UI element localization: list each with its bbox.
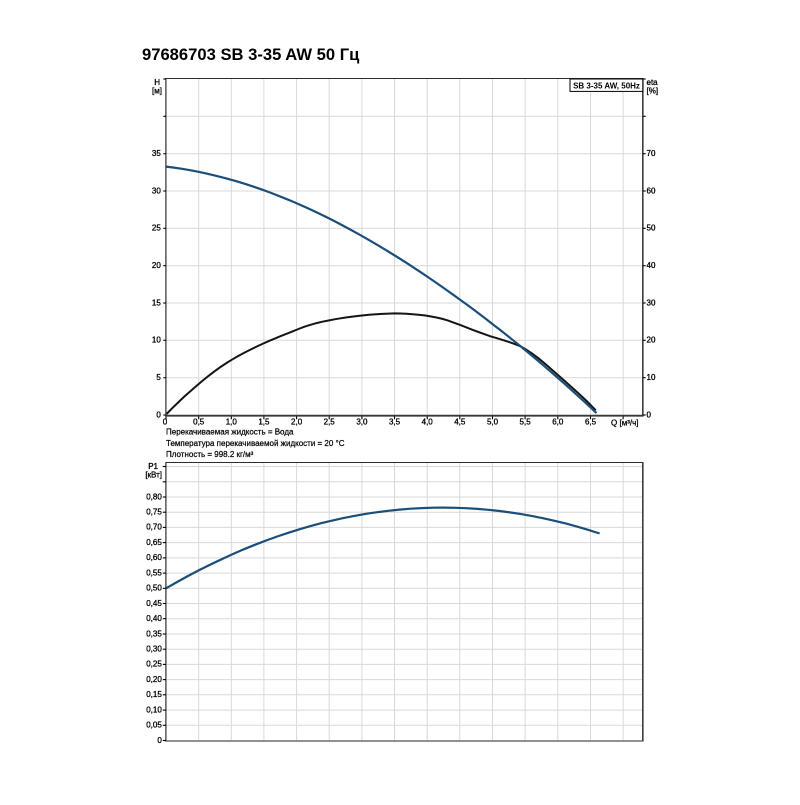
svg-text:5: 5 — [156, 373, 161, 382]
svg-text:P1: P1 — [148, 462, 158, 471]
svg-text:Температура перекачиваемой жид: Температура перекачиваемой жидкости = 20… — [166, 439, 345, 448]
svg-text:Плотность = 998.2 кг/м³: Плотность = 998.2 кг/м³ — [166, 450, 254, 459]
svg-text:6,5: 6,5 — [585, 418, 597, 427]
svg-text:0,50: 0,50 — [146, 584, 162, 593]
svg-text:0: 0 — [157, 736, 162, 745]
svg-text:eta: eta — [647, 78, 659, 87]
svg-text:97686703 SB 3-35 AW 50 Гц: 97686703 SB 3-35 AW 50 Гц — [142, 45, 360, 64]
svg-text:0,10: 0,10 — [146, 705, 162, 714]
svg-text:3,5: 3,5 — [389, 418, 401, 427]
svg-text:2,5: 2,5 — [324, 418, 336, 427]
svg-text:0,80: 0,80 — [146, 492, 162, 501]
svg-text:0,30: 0,30 — [146, 645, 162, 654]
svg-text:10: 10 — [647, 373, 656, 382]
svg-text:70: 70 — [647, 149, 656, 158]
svg-text:0,5: 0,5 — [193, 418, 205, 427]
svg-text:5,0: 5,0 — [487, 418, 499, 427]
svg-text:1,5: 1,5 — [258, 418, 270, 427]
svg-text:0,45: 0,45 — [146, 599, 162, 608]
svg-text:0: 0 — [163, 418, 168, 427]
svg-text:H: H — [154, 78, 160, 87]
svg-text:0,15: 0,15 — [146, 690, 162, 699]
svg-text:6,0: 6,0 — [552, 418, 564, 427]
svg-text:30: 30 — [647, 298, 656, 307]
svg-text:SB 3-35 AW, 50Hz: SB 3-35 AW, 50Hz — [573, 81, 640, 90]
svg-text:0,20: 0,20 — [146, 675, 162, 684]
svg-text:0: 0 — [647, 410, 652, 419]
svg-text:60: 60 — [647, 186, 656, 195]
svg-text:[%]: [%] — [647, 87, 659, 96]
svg-text:0,60: 0,60 — [146, 553, 162, 562]
svg-text:20: 20 — [647, 336, 656, 345]
svg-text:50: 50 — [647, 224, 656, 233]
svg-text:0,55: 0,55 — [146, 568, 162, 577]
svg-text:4,0: 4,0 — [422, 418, 434, 427]
svg-text:0,70: 0,70 — [146, 523, 162, 532]
svg-text:35: 35 — [152, 149, 161, 158]
svg-text:[кВт]: [кВт] — [145, 471, 162, 480]
svg-text:Перекачиваемая жидкость = Вода: Перекачиваемая жидкость = Вода — [166, 428, 294, 437]
svg-text:Q [м³/ч]: Q [м³/ч] — [611, 419, 638, 428]
svg-text:0,40: 0,40 — [146, 614, 162, 623]
svg-text:25: 25 — [152, 224, 161, 233]
svg-text:4,5: 4,5 — [454, 418, 466, 427]
svg-text:20: 20 — [152, 261, 161, 270]
svg-text:30: 30 — [152, 186, 161, 195]
svg-text:0,25: 0,25 — [146, 660, 162, 669]
svg-text:10: 10 — [152, 336, 161, 345]
svg-text:40: 40 — [647, 261, 656, 270]
svg-text:0,75: 0,75 — [146, 508, 162, 517]
svg-text:0,65: 0,65 — [146, 538, 162, 547]
svg-text:0,35: 0,35 — [146, 629, 162, 638]
svg-text:1,0: 1,0 — [226, 418, 238, 427]
svg-text:5,5: 5,5 — [520, 418, 532, 427]
svg-text:3,0: 3,0 — [356, 418, 368, 427]
svg-text:2,0: 2,0 — [291, 418, 303, 427]
svg-text:0: 0 — [156, 410, 161, 419]
svg-text:0,05: 0,05 — [146, 721, 162, 730]
svg-text:[м]: [м] — [152, 87, 162, 96]
svg-text:15: 15 — [152, 298, 161, 307]
